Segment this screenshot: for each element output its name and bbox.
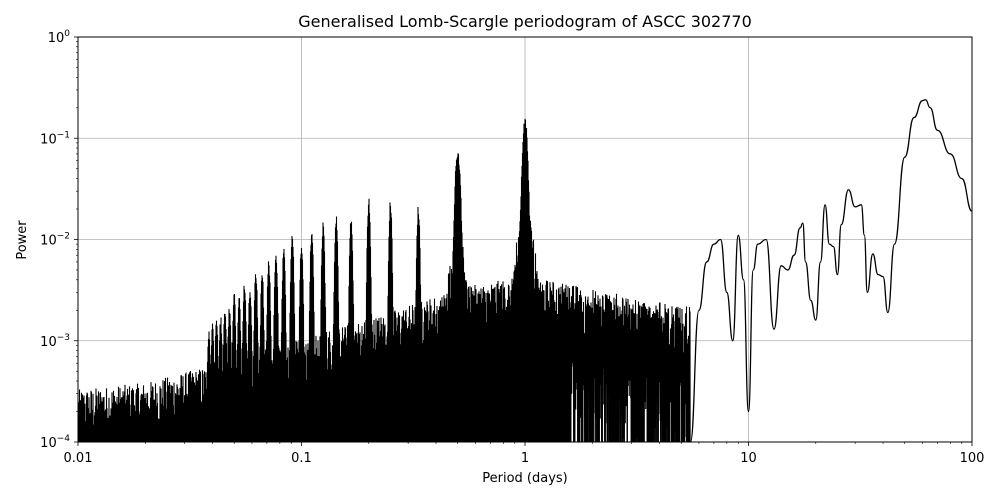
periodogram-line (78, 99, 972, 442)
y-tick-label: 10−2 (40, 232, 70, 249)
x-tick-label: 10 (740, 451, 757, 466)
y-tick-label: 10−3 (40, 333, 70, 350)
y-axis-ticks: 100 10−1 10−2 10−3 10−4 (40, 29, 78, 451)
y-tick-label: 10−4 (40, 434, 70, 451)
x-tick-label: 0.1 (291, 451, 312, 466)
x-tick-label: 0.01 (64, 451, 93, 466)
x-tick-label: 1 (521, 451, 529, 466)
y-tick-label: 100 (48, 29, 71, 46)
y-axis-label: Power (15, 220, 30, 260)
y-tick-label: 10−1 (40, 130, 70, 147)
periodogram-noise-region (78, 118, 691, 442)
x-tick-label: 100 (960, 451, 985, 466)
x-axis-ticks: 0.01 0.1 1 10 100 (64, 442, 985, 466)
chart-title: Generalised Lomb-Scargle periodogram of … (298, 12, 752, 31)
x-axis-label: Period (days) (482, 471, 568, 486)
periodogram-long-period-curve (689, 99, 972, 442)
